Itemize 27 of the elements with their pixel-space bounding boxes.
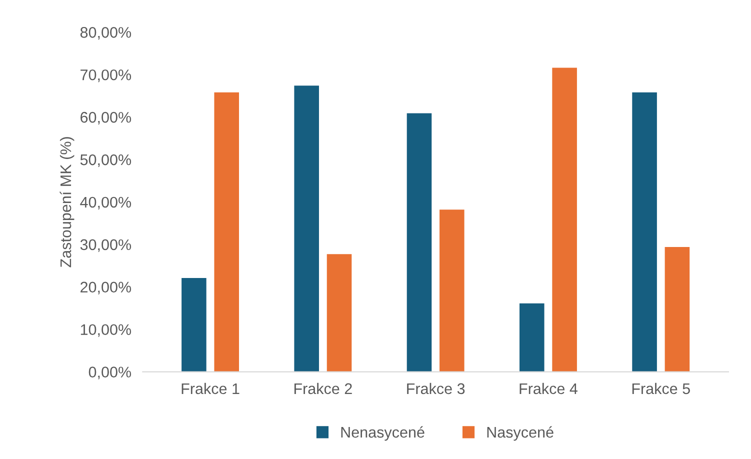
y-tick-label: 70,00% bbox=[80, 69, 132, 82]
x-tick-label: Frakce 5 bbox=[632, 382, 690, 394]
bar bbox=[182, 278, 206, 372]
y-tick-label: 10,00% bbox=[80, 324, 132, 337]
y-axis-title: Zastoupení MK (%) bbox=[60, 137, 74, 268]
y-tick-label: 20,00% bbox=[80, 282, 132, 294]
y-tick-label: 0,00% bbox=[88, 366, 132, 380]
legend-label: Nenasycené bbox=[341, 426, 424, 441]
bar bbox=[632, 92, 657, 372]
bar bbox=[440, 210, 464, 372]
legend-label: Nasycené bbox=[487, 426, 554, 441]
x-tick-label: Frakce 2 bbox=[294, 382, 352, 394]
bar bbox=[326, 254, 352, 372]
y-tick-label: 60,00% bbox=[80, 112, 132, 125]
bar bbox=[552, 68, 577, 372]
bar bbox=[214, 92, 240, 372]
x-tick-label: Frakce 1 bbox=[182, 382, 240, 394]
x-tick-label: Frakce 3 bbox=[407, 382, 465, 394]
y-tick-label: 30,00% bbox=[80, 239, 132, 252]
x-tick-label: Frakce 4 bbox=[520, 382, 578, 394]
bar bbox=[294, 86, 319, 372]
bar bbox=[664, 246, 690, 372]
y-tick-label: 80,00% bbox=[80, 27, 132, 40]
bar bbox=[520, 303, 544, 372]
y-tick-label: 50,00% bbox=[80, 154, 132, 167]
bar bbox=[406, 113, 432, 372]
y-tick-label: 40,00% bbox=[80, 196, 132, 210]
